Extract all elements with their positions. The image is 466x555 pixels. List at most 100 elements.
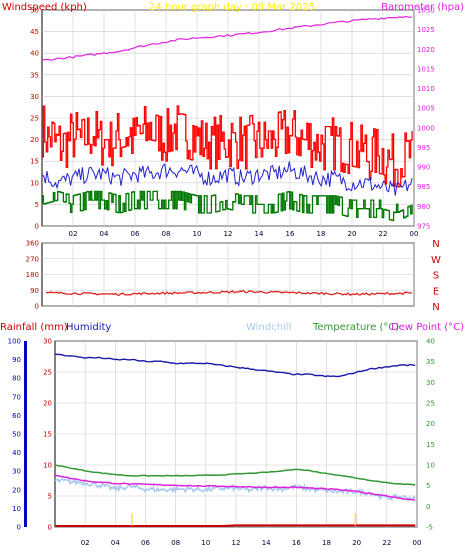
x-tick-label: 04 — [111, 539, 120, 547]
temperature-tick-label: -5 — [426, 524, 433, 532]
barometer-tick-label: 995 — [417, 144, 430, 152]
barometer-tick-label: 990 — [417, 164, 430, 172]
humidity-tick-label: 60 — [12, 412, 21, 420]
x-tick-label: 22 — [379, 230, 388, 238]
x-tick-label: 18 — [317, 230, 326, 238]
barometer-tick-label: 1030 — [417, 7, 435, 15]
x-tick-label: 20 — [348, 230, 357, 238]
panel-wind-series — [41, 15, 413, 222]
x-tick-label: 10 — [193, 230, 202, 238]
windspeed-tick-label: 40 — [30, 50, 39, 58]
series-humidity-line — [54, 353, 416, 378]
rainfall-tick-label: 0 — [48, 524, 52, 532]
temperature-tick-label: 25 — [426, 400, 435, 408]
humidity-tick-label: 100 — [8, 338, 21, 346]
windspeed-axis-title: Windspeed (kph) — [2, 2, 87, 13]
x-tick-label: 16 — [286, 230, 295, 238]
temperature-tick-label: 0 — [426, 503, 430, 511]
direction-tick-label: 90 — [30, 287, 39, 295]
windchill-label: Windchill — [246, 322, 291, 333]
direction-tick-label: 360 — [26, 240, 39, 248]
x-tick-label: 00 — [413, 539, 422, 547]
panel-direction-series — [45, 289, 413, 296]
series-temperature-line — [54, 464, 416, 486]
x-tick-label: 14 — [262, 539, 271, 547]
x-tick-label: 06 — [131, 230, 140, 238]
humidity-tick-label: 10 — [12, 505, 21, 513]
windspeed-tick-label: 45 — [30, 28, 39, 36]
barometer-tick-label: 985 — [417, 183, 430, 191]
barometer-axis-title: Barometer (hpa) — [381, 2, 464, 13]
compass-tick-label: N — [432, 239, 439, 250]
direction-tick-label: 180 — [26, 271, 39, 279]
panel-direction-grid — [42, 242, 415, 307]
temperature-label: Temperature (°C) — [312, 322, 399, 333]
windspeed-tick-label: 50 — [30, 7, 39, 15]
windspeed-tick-label: 25 — [30, 115, 39, 123]
x-tick-label: 08 — [162, 230, 171, 238]
rainfall-tick-label: 5 — [48, 493, 52, 501]
x-tick-label: 10 — [201, 539, 210, 547]
barometer-tick-label: 1000 — [417, 124, 435, 132]
windspeed-tick-label: 30 — [30, 93, 39, 101]
humidity-tick-label: 30 — [12, 468, 21, 476]
series-gust-line — [42, 105, 413, 188]
barometer-tick-label: 975 — [417, 223, 430, 231]
barometer-tick-label: 1020 — [417, 46, 435, 54]
barometer-tick-label: 980 — [417, 203, 430, 211]
series-barometer-line — [41, 15, 413, 61]
x-tick-label: 14 — [255, 230, 264, 238]
x-tick-label: 12 — [224, 230, 233, 238]
humidity-tick-label: 0 — [17, 524, 21, 532]
rainfall-tick-label: 25 — [43, 369, 52, 377]
x-tick-label: 04 — [100, 230, 109, 238]
compass-tick-label: N — [432, 302, 439, 313]
temperature-tick-label: 40 — [426, 338, 435, 346]
windspeed-tick-label: 15 — [30, 158, 39, 166]
barometer-tick-label: 1015 — [417, 65, 435, 73]
temperature-tick-label: 20 — [426, 420, 435, 428]
direction-tick-label: 0 — [35, 303, 39, 311]
windspeed-tick-label: 10 — [30, 179, 39, 187]
humidity-tick-label: 40 — [12, 449, 21, 457]
rainfall-label: Rainfall (mm) — [0, 322, 68, 333]
panel-wind-ticks: 02 04 06 08 10 12 14 16 18 20 22 000510152025303540… — [30, 7, 435, 239]
barometer-tick-label: 1025 — [417, 26, 435, 34]
humidity-tick-label: 90 — [12, 356, 21, 364]
x-tick-label: 00 — [410, 230, 419, 238]
humidity-tick-label: 70 — [12, 393, 21, 401]
rainfall-tick-label: 20 — [43, 400, 52, 408]
humidity-axis-bar — [24, 341, 27, 527]
temperature-tick-label: 30 — [426, 379, 435, 387]
x-tick-label: 06 — [141, 539, 150, 547]
x-tick-label: 18 — [322, 539, 331, 547]
x-tick-label: 16 — [292, 539, 301, 547]
series-min-wind-line — [42, 190, 413, 222]
x-tick-label: 02 — [69, 230, 78, 238]
direction-tick-label: 270 — [26, 255, 39, 263]
barometer-tick-label: 1010 — [417, 85, 435, 93]
x-tick-label: 02 — [81, 539, 90, 547]
x-tick-label: 20 — [352, 539, 361, 547]
humidity-tick-label: 80 — [12, 375, 21, 383]
panel-temp-series — [54, 353, 416, 527]
x-tick-label: 22 — [382, 539, 391, 547]
x-tick-label: 08 — [171, 539, 180, 547]
temperature-tick-label: 10 — [426, 462, 435, 470]
temperature-tick-label: 35 — [426, 358, 435, 366]
humidity-label: Humidity — [66, 322, 111, 333]
panel-temp-grid — [55, 340, 418, 528]
x-tick-label: 12 — [232, 539, 241, 547]
windspeed-tick-label: 20 — [30, 136, 39, 144]
temperature-tick-label: 15 — [426, 441, 435, 449]
humidity-tick-label: 50 — [12, 431, 21, 439]
windspeed-tick-label: 35 — [30, 71, 39, 79]
rainfall-tick-label: 30 — [43, 338, 52, 346]
windspeed-tick-label: 5 — [35, 201, 39, 209]
windspeed-tick-label: 0 — [35, 223, 39, 231]
series-rainfall-line — [55, 524, 416, 527]
series-direction-line — [45, 289, 413, 296]
humidity-tick-label: 20 — [12, 486, 21, 494]
